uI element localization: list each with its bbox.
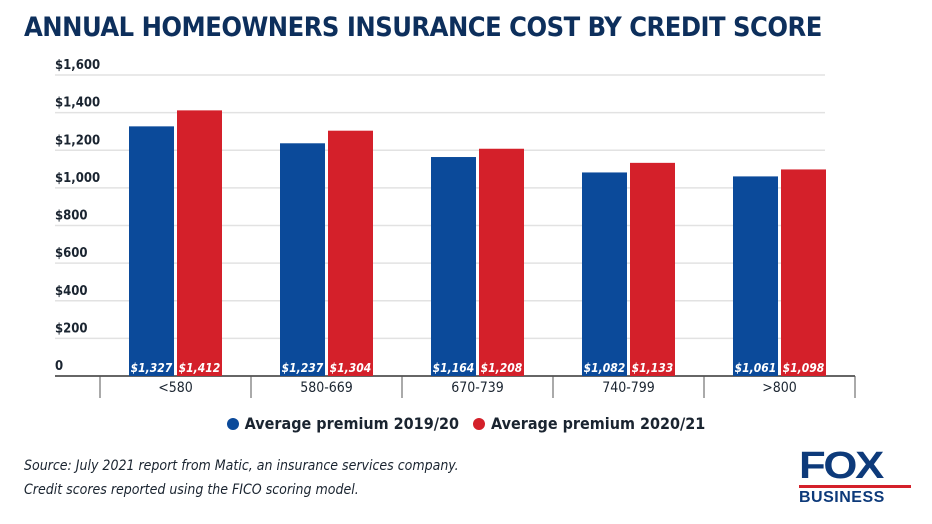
bar-2019-20 [582,172,627,376]
y-tick-label: $400 [55,284,88,299]
data-label: $1,133 [632,361,674,375]
legend-label: Average premium 2019/20 [244,414,459,433]
legend-item: Average premium 2019/20 [226,414,459,433]
bar-2020-21 [479,148,524,376]
fico-note: Credit scores reported using the FICO sc… [24,482,359,498]
data-label: $1,237 [282,361,324,375]
data-label: $1,164 [433,361,475,375]
source-note: Source: July 2021 report from Matic, an … [24,458,459,474]
y-tick-label: $1,200 [55,133,100,148]
y-tick-label: $1,400 [55,96,100,111]
legend-dot-icon [473,417,485,430]
legend-label: Average premium 2020/21 [491,414,706,433]
y-tick-label: $1,600 [55,58,100,73]
y-tick-label: $200 [55,321,88,336]
chart-title: ANNUAL HOMEOWNERS INSURANCE COST BY CRED… [24,12,822,43]
y-tick-label: $600 [55,246,88,261]
bar-chart: 0 $200 $400 $600 $800 $1,000 $1,200 $1,400 $1,60… [55,58,856,398]
x-tick-label: 670-739 [451,380,504,396]
bar-2019-20 [129,126,174,376]
y-tick-label: $800 [55,209,88,224]
legend: Average premium 2019/20 Average premium 2… [0,414,932,433]
bar-2020-21 [630,162,675,376]
data-label: $1,061 [735,361,777,375]
y-tick-label: $1,000 [55,171,100,186]
logo-business: BUSINESS [799,489,885,506]
x-tick-label: >800 [762,380,797,396]
legend-dot-icon [226,417,239,430]
x-tick-label: <580 [158,380,193,396]
data-label: $1,098 [783,361,825,375]
fox-business-logo: FOX BUSINESS [799,447,911,507]
x-tick-label: 740-799 [602,380,655,396]
data-label: $1,304 [330,361,372,375]
data-label: $1,412 [179,361,221,375]
logo-fox: FOX [799,445,884,487]
data-label: $1,208 [481,361,523,375]
bar-2020-21 [781,169,826,376]
bar-2020-21 [328,130,373,376]
y-tick-label: 0 [55,359,63,374]
bar-2019-20 [280,143,325,376]
bar-2020-21 [177,110,222,377]
logo-divider [799,485,911,488]
data-label: $1,082 [584,361,626,375]
legend-item: Average premium 2020/21 [473,414,705,433]
x-tick-label: 580-669 [300,380,353,396]
data-label: $1,327 [131,361,173,375]
bar-2019-20 [733,176,778,376]
bar-2019-20 [431,157,476,376]
